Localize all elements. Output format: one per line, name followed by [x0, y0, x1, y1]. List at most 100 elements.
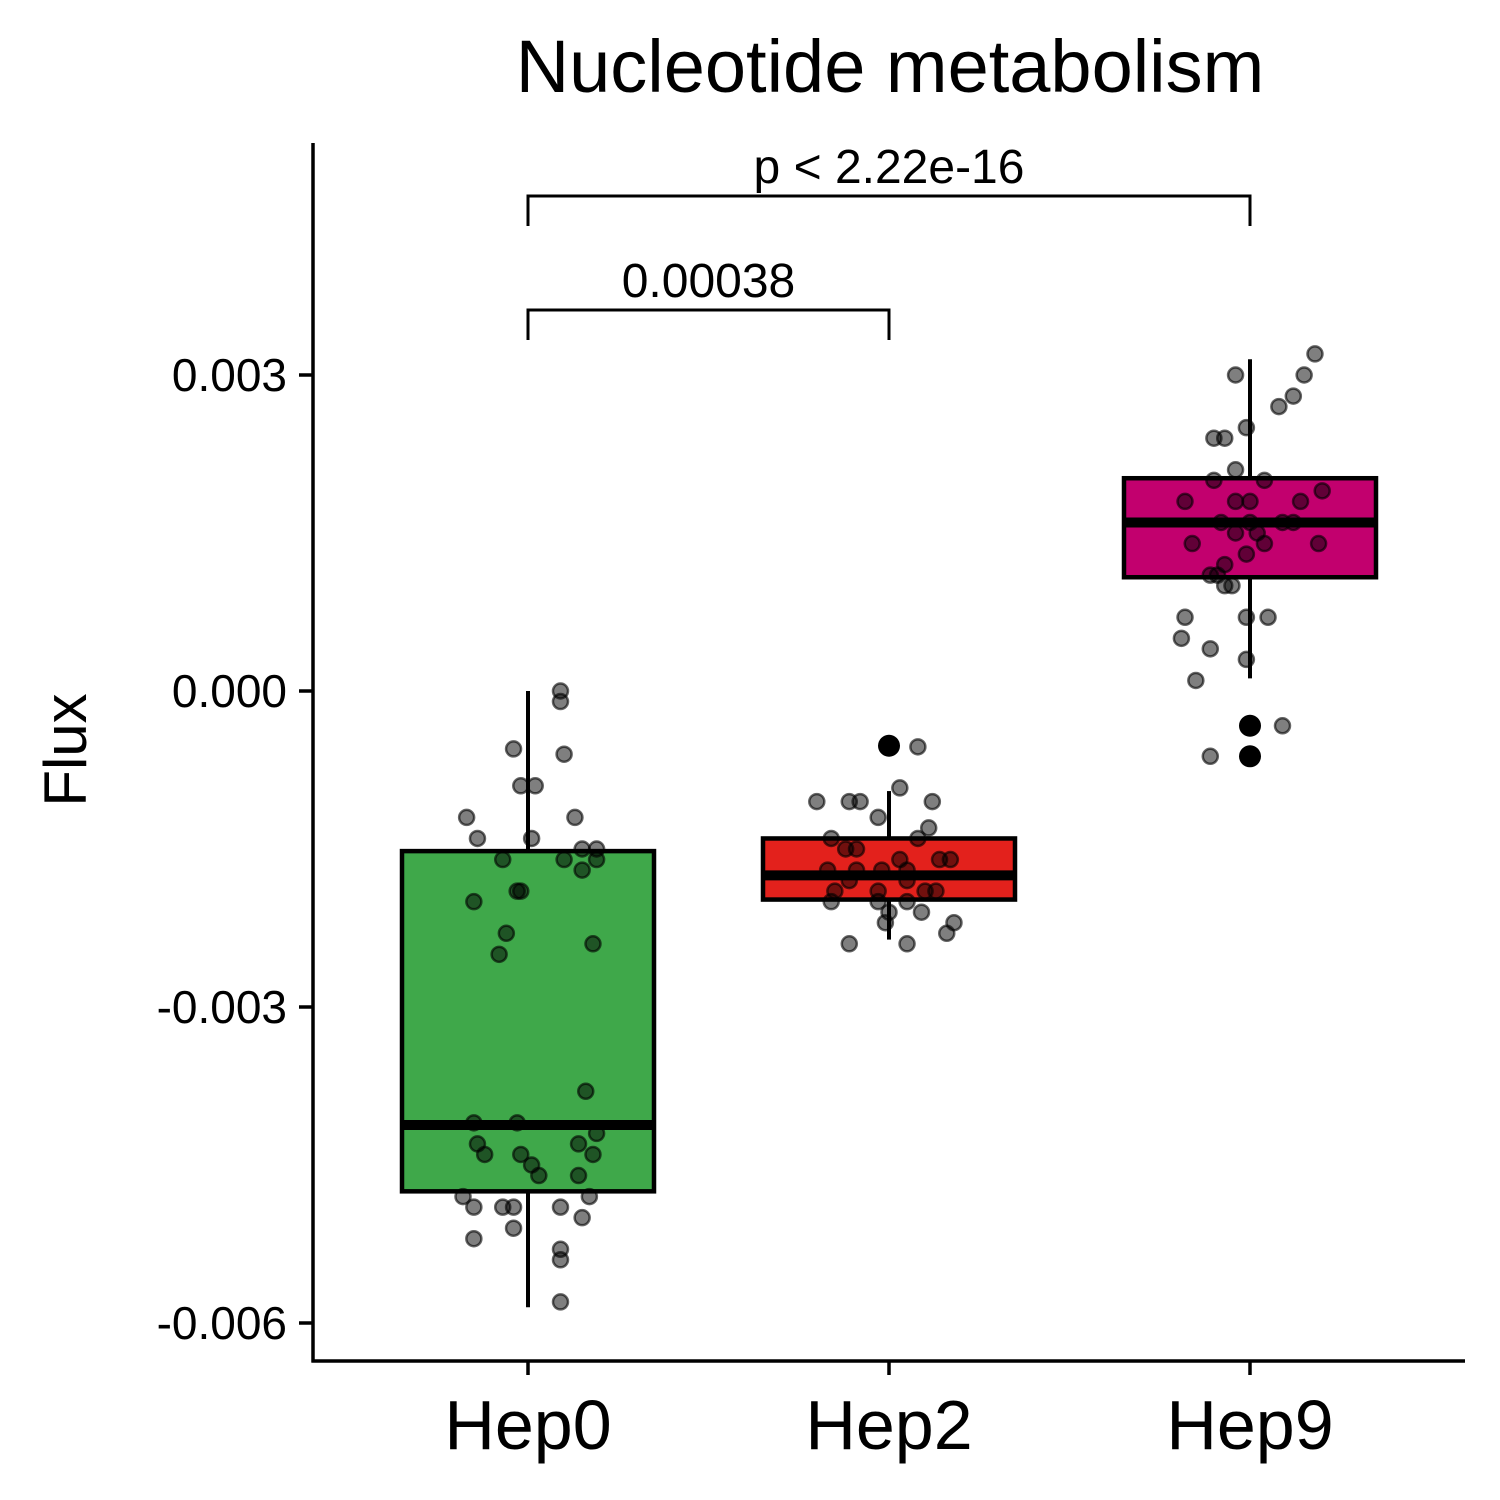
jitter-point	[912, 903, 931, 921]
jitter-point	[526, 777, 544, 795]
jitter-point	[522, 829, 541, 848]
jitter-point	[508, 882, 526, 900]
jitter-point	[818, 861, 837, 879]
x-tick-label: Hep2	[805, 1386, 972, 1464]
box-hep0	[399, 848, 657, 1194]
jitter-point	[1306, 345, 1324, 363]
jitter-point	[869, 808, 887, 827]
y-tick-label: -0.006	[157, 1297, 287, 1349]
jitter-point	[1237, 608, 1256, 627]
jitter-point	[508, 1114, 526, 1132]
jitter-point	[898, 892, 916, 911]
jitter-point	[465, 1114, 483, 1132]
jitter-point	[569, 1135, 588, 1153]
jitter-point	[1205, 471, 1223, 490]
outlier-point	[878, 734, 900, 757]
significance-bracket	[526, 308, 891, 340]
jitter-point	[573, 1208, 591, 1227]
jitter-point	[840, 935, 859, 953]
jitter-point	[869, 892, 887, 911]
jitter-point	[909, 738, 927, 756]
jitter-point	[504, 740, 523, 758]
jitter-point	[1226, 461, 1245, 479]
jitter-point	[1226, 366, 1245, 384]
jitter-point	[1284, 513, 1303, 532]
jitter-point	[1176, 492, 1194, 511]
jitter-point	[1255, 471, 1274, 490]
jitter-point	[1183, 534, 1201, 553]
jitter-point	[927, 882, 945, 900]
jitter-point	[919, 819, 938, 837]
jitter-point	[551, 692, 570, 711]
jitter-point	[490, 945, 508, 964]
jitter-point	[555, 745, 573, 763]
x-tick-label: Hep9	[1166, 1386, 1333, 1464]
jitter-point	[1212, 513, 1230, 532]
jitter-point	[1215, 429, 1234, 447]
p-value-label: 0.00038	[622, 255, 796, 308]
y-tick-label: 0.000	[172, 665, 287, 717]
jitter-point	[1284, 387, 1303, 405]
jitter-point	[909, 829, 927, 848]
jitter-point	[555, 850, 573, 869]
y-tick-label: -0.003	[157, 981, 287, 1033]
jitter-point	[873, 861, 891, 879]
jitter-point	[465, 892, 483, 911]
plot-area: 0.003 0.000 -0.003 -0.006 Hep0 Hep2 Hep9 0.0003…	[157, 141, 1465, 1464]
jitter-point	[840, 871, 859, 890]
p-value-label: p < 2.22e-16	[754, 141, 1025, 194]
jitter-point	[512, 777, 530, 795]
jitter-point	[1241, 492, 1259, 511]
jitter-point	[1309, 534, 1328, 553]
chart-title: Nucleotide metabolism	[516, 25, 1265, 108]
jitter-point	[584, 1145, 602, 1164]
jitter-point	[938, 924, 956, 943]
jitter-point	[465, 1229, 483, 1248]
jitter-point	[512, 1145, 530, 1164]
jitter-point	[504, 1198, 523, 1216]
jitter-point	[898, 935, 916, 953]
jitter-point	[566, 808, 584, 827]
jitter-point	[891, 779, 909, 797]
jitter-point	[1270, 397, 1288, 416]
jitter-point	[504, 1219, 523, 1237]
jitter-point	[1291, 492, 1310, 511]
jitter-point	[457, 808, 476, 827]
jitter-point	[1237, 650, 1256, 669]
jitter-point	[1226, 524, 1245, 542]
jitter-point	[573, 840, 591, 858]
jitter-point	[465, 1198, 483, 1216]
y-tick-label: 0.003	[172, 349, 287, 401]
jitter-point	[551, 1198, 570, 1216]
jitter-point	[1255, 534, 1274, 553]
jitter-point	[1201, 640, 1220, 658]
jitter-point	[898, 871, 916, 890]
y-axis-label: Flux	[32, 693, 99, 806]
jitter-point	[1273, 717, 1292, 735]
jitter-point	[1215, 576, 1234, 595]
jitter-point	[1176, 608, 1194, 627]
jitter-point	[587, 1124, 606, 1143]
jitter-point	[1237, 418, 1256, 437]
jitter-point	[1313, 482, 1331, 500]
jitter-point	[577, 1082, 595, 1101]
jitter-point	[1201, 747, 1220, 766]
jitter-point	[847, 840, 866, 858]
jitter-point	[1172, 629, 1191, 648]
jitter-point	[493, 850, 512, 869]
jitter-point	[851, 792, 869, 811]
jitter-point	[1187, 671, 1205, 690]
jitter-point	[822, 829, 840, 848]
jitter-point	[580, 1187, 599, 1206]
jitter-point	[822, 892, 840, 911]
jitter-point	[1226, 492, 1245, 511]
jitter-point	[587, 850, 606, 869]
jitter-point	[1259, 608, 1277, 627]
jitter-point	[475, 1145, 494, 1164]
jitter-point	[468, 829, 487, 848]
jitter-point	[584, 935, 602, 953]
outlier-point	[1239, 714, 1261, 737]
significance-bracket	[526, 194, 1252, 226]
jitter-point	[551, 1293, 570, 1311]
